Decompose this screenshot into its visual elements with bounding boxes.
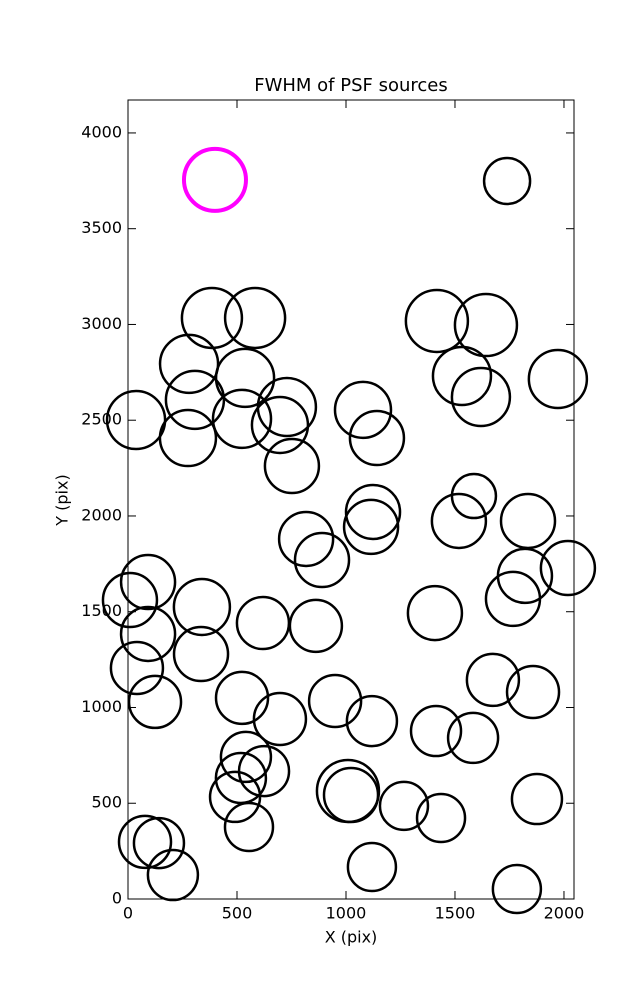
source-circle — [378, 780, 430, 832]
source-circle — [465, 652, 521, 708]
x-tick-label: 0 — [123, 904, 133, 923]
x-tick-label: 1500 — [435, 904, 476, 923]
source-circle — [346, 841, 398, 893]
source-circle — [527, 348, 589, 410]
source-circle — [117, 814, 173, 870]
source-circle — [307, 673, 363, 729]
source-circle — [211, 388, 273, 450]
y-tick-label: 0 — [112, 889, 122, 908]
source-circle — [119, 605, 177, 663]
source-circle — [415, 792, 467, 844]
source-circle — [101, 571, 159, 629]
source-circle — [345, 694, 399, 748]
y-tick-label: 1000 — [81, 697, 122, 716]
source-circle — [172, 625, 230, 683]
source-circle — [450, 366, 512, 428]
x-axis-label: X (pix) — [325, 928, 378, 947]
source-circle — [127, 674, 183, 730]
source-circle — [446, 711, 500, 765]
source-circle — [505, 664, 561, 720]
plot-frame — [127, 99, 575, 900]
source-circle — [406, 584, 464, 642]
source-circle — [158, 408, 218, 468]
source-circle — [293, 531, 351, 589]
x-tick-label: 500 — [222, 904, 253, 923]
source-circle — [484, 570, 542, 628]
source-circle — [219, 730, 273, 784]
source-circle — [146, 848, 200, 902]
source-circle — [119, 553, 177, 611]
source-circle — [510, 772, 564, 826]
source-circle — [322, 766, 380, 824]
source-circle — [431, 345, 493, 407]
source-circle — [333, 380, 393, 440]
source-circle — [409, 704, 463, 758]
x-tick-label: 1000 — [326, 904, 367, 923]
y-tick-label: 2000 — [81, 505, 122, 524]
source-circle — [172, 577, 232, 637]
source-circle — [250, 395, 310, 455]
source-circle — [344, 483, 402, 541]
y-tick-label: 1500 — [81, 601, 122, 620]
source-circle — [430, 492, 488, 550]
y-axis-label: Y (pix) — [53, 474, 72, 526]
source-circle — [491, 863, 543, 915]
source-circle — [482, 156, 532, 206]
source-circle — [208, 770, 262, 824]
source-circle — [223, 286, 287, 350]
source-circle — [214, 670, 270, 726]
source-circle — [450, 472, 498, 520]
y-tick-label: 4000 — [81, 122, 122, 141]
source-circle — [181, 146, 248, 213]
source-circle — [158, 333, 220, 395]
y-tick-label: 500 — [91, 793, 122, 812]
source-circle — [214, 347, 276, 409]
source-circle — [164, 369, 226, 431]
source-circle — [288, 598, 344, 654]
source-circle — [539, 539, 597, 597]
source-circle — [214, 751, 268, 805]
source-circle — [348, 409, 406, 467]
source-circle — [252, 691, 308, 747]
x-tick-label: 2000 — [544, 904, 585, 923]
source-circle — [223, 801, 275, 853]
chart-title: FWHM of PSF sources — [254, 75, 448, 96]
source-circle — [453, 292, 519, 358]
source-circle — [109, 640, 165, 696]
y-tick-label: 3000 — [81, 314, 122, 333]
source-circle — [499, 492, 557, 550]
source-circle — [235, 595, 291, 651]
source-circle — [277, 510, 335, 568]
source-circle — [132, 816, 186, 870]
source-circle — [263, 437, 321, 495]
source-circle — [404, 288, 470, 354]
source-circle — [342, 498, 400, 556]
y-tick-label: 3500 — [81, 218, 122, 237]
y-tick-label: 2500 — [81, 410, 122, 429]
